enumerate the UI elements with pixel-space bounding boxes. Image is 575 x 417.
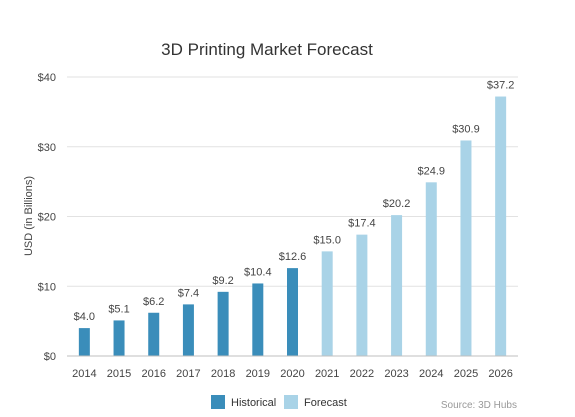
data-label-2026: $37.2: [487, 80, 515, 92]
legend-label-forecast: Forecast: [304, 397, 347, 409]
x-tick-label: 2020: [280, 368, 304, 380]
x-tick-label: 2022: [350, 368, 374, 380]
x-tick-label: 2014: [72, 368, 96, 380]
source-note: Source: 3D Hubs: [441, 400, 517, 411]
y-tick-label: $30: [38, 142, 56, 154]
x-tick-label: 2021: [315, 368, 339, 380]
x-tick-label: 2016: [141, 368, 165, 380]
bar-2015: [113, 320, 125, 356]
data-label-2022: $17.4: [348, 218, 376, 230]
data-label-2020: $12.6: [279, 251, 307, 263]
chart-title: 3D Printing Market Forecast: [161, 40, 373, 59]
data-label-2016: $6.2: [143, 296, 164, 308]
legend-swatch-forecast: [284, 395, 298, 409]
bar-2019: [252, 283, 264, 356]
data-label-2015: $5.1: [108, 303, 129, 315]
x-tick-label: 2019: [246, 368, 270, 380]
bar-2014: [78, 328, 90, 356]
data-label-2023: $20.2: [383, 198, 411, 210]
legend-swatch-historical: [211, 395, 225, 409]
y-tick-label: $40: [38, 72, 56, 84]
y-axis-label: USD (in Billions): [23, 176, 35, 256]
data-labels: $4.0 $5.1 $6.2 $7.4 $9.2 $10.4 $12.6 $15.0 $17.4…: [74, 80, 515, 324]
x-tick-label: 2023: [384, 368, 408, 380]
legend-label-historical: Historical: [231, 397, 276, 409]
data-label-2017: $7.4: [178, 287, 199, 299]
y-tick-label: $20: [38, 212, 56, 224]
bar-2016: [148, 312, 160, 356]
bar-2021: [321, 251, 333, 356]
x-tick-label: 2026: [488, 368, 512, 380]
data-label-2018: $9.2: [212, 275, 233, 287]
x-tick-label: 2024: [419, 368, 443, 380]
bar-2017: [182, 304, 194, 356]
data-label-2014: $4.0: [74, 311, 95, 323]
bar-2020: [287, 268, 298, 356]
bar-2023: [391, 215, 403, 356]
x-tick-label: 2018: [211, 368, 235, 380]
data-label-2025: $30.9: [452, 123, 480, 135]
x-axis-ticks: 2014 2015 2016 2017 2018 2019 2020 2021 2022 2023…: [72, 368, 513, 380]
bars: [78, 96, 507, 356]
data-label-2019: $10.4: [244, 266, 272, 278]
bar-2026: [495, 96, 507, 356]
y-tick-label: $10: [38, 281, 56, 293]
bar-2022: [356, 234, 368, 356]
x-tick-label: 2015: [107, 368, 131, 380]
data-label-2021: $15.0: [313, 234, 341, 246]
x-tick-label: 2025: [454, 368, 478, 380]
x-tick-label: 2017: [176, 368, 200, 380]
y-axis-ticks: $0 $10 $20 $30 $40: [38, 72, 56, 363]
bar-2018: [217, 291, 229, 356]
y-tick-label: $0: [44, 351, 56, 363]
bar-2025: [460, 140, 472, 356]
legend: Historical Forecast: [211, 395, 347, 409]
bar-2024: [425, 182, 437, 356]
data-label-2024: $24.9: [418, 165, 446, 177]
